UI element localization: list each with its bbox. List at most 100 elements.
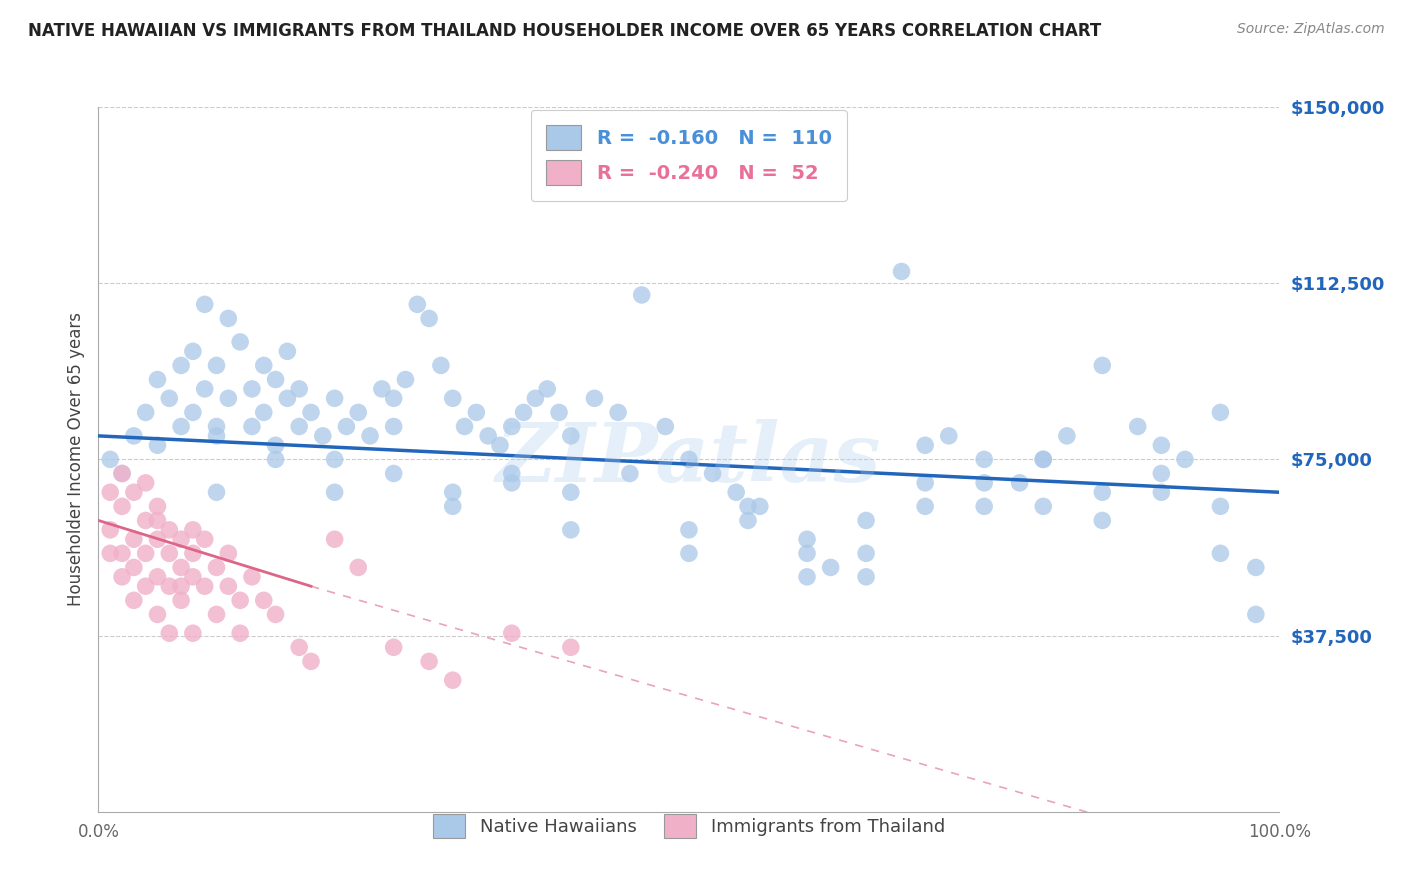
Point [135, 513, 157, 527]
Point [382, 419, 405, 434]
Point [796, 533, 818, 547]
Point [205, 607, 228, 622]
Point [170, 579, 193, 593]
Point [135, 546, 157, 560]
Point [122, 560, 145, 574]
Point [122, 429, 145, 443]
Point [135, 475, 157, 490]
Point [135, 405, 157, 419]
Point [146, 513, 169, 527]
Point [229, 626, 252, 640]
Point [205, 429, 228, 443]
Point [914, 475, 936, 490]
Point [548, 405, 571, 419]
Point [170, 359, 193, 373]
Point [973, 452, 995, 467]
Point [170, 593, 193, 607]
Point [678, 523, 700, 537]
Point [512, 405, 534, 419]
Point [181, 344, 204, 359]
Point [394, 372, 416, 386]
Point [359, 429, 381, 443]
Point [914, 500, 936, 514]
Point [347, 405, 370, 419]
Point [914, 438, 936, 452]
Point [217, 392, 239, 406]
Point [382, 467, 405, 481]
Point [323, 485, 346, 500]
Point [323, 392, 346, 406]
Point [299, 405, 322, 419]
Point [240, 570, 263, 584]
Point [146, 607, 169, 622]
Point [111, 467, 134, 481]
Point [1209, 546, 1232, 560]
Point [560, 485, 582, 500]
Point [98, 523, 121, 537]
Point [111, 467, 134, 481]
Point [276, 392, 298, 406]
Point [111, 546, 134, 560]
Point [98, 546, 121, 560]
Point [181, 405, 204, 419]
Point [855, 513, 877, 527]
Point [170, 533, 193, 547]
Point [240, 382, 263, 396]
Point [122, 593, 145, 607]
Point [98, 485, 121, 500]
Point [536, 382, 558, 396]
Point [524, 392, 547, 406]
Point [1032, 452, 1054, 467]
Point [1032, 452, 1054, 467]
Point [194, 533, 217, 547]
Point [702, 467, 724, 481]
Y-axis label: Householder Income Over 65 years: Householder Income Over 65 years [66, 312, 84, 607]
Point [170, 419, 193, 434]
Point [157, 626, 180, 640]
Point [725, 485, 748, 500]
Point [583, 392, 606, 406]
Point [194, 297, 217, 311]
Point [501, 467, 523, 481]
Point [678, 452, 700, 467]
Point [477, 429, 499, 443]
Point [1032, 500, 1054, 514]
Point [441, 392, 464, 406]
Point [1126, 419, 1149, 434]
Point [288, 382, 311, 396]
Point [240, 419, 263, 434]
Point [181, 546, 204, 560]
Point [98, 452, 121, 467]
Point [264, 607, 287, 622]
Point [441, 673, 464, 688]
Legend: Native Hawaiians, Immigrants from Thailand: Native Hawaiians, Immigrants from Thaila… [419, 800, 959, 852]
Point [205, 560, 228, 574]
Point [453, 419, 475, 434]
Point [146, 500, 169, 514]
Point [288, 419, 311, 434]
Point [1008, 475, 1031, 490]
Point [1091, 359, 1114, 373]
Point [855, 546, 877, 560]
Point [323, 452, 346, 467]
Point [1150, 485, 1173, 500]
Point [820, 560, 842, 574]
Point [288, 640, 311, 655]
Point [855, 570, 877, 584]
Point [1150, 467, 1173, 481]
Point [111, 570, 134, 584]
Point [441, 485, 464, 500]
Point [654, 419, 676, 434]
Text: NATIVE HAWAIIAN VS IMMIGRANTS FROM THAILAND HOUSEHOLDER INCOME OVER 65 YEARS COR: NATIVE HAWAIIAN VS IMMIGRANTS FROM THAIL… [28, 22, 1101, 40]
Point [560, 640, 582, 655]
Point [1091, 485, 1114, 500]
Point [323, 533, 346, 547]
Point [441, 500, 464, 514]
Point [796, 546, 818, 560]
Point [1150, 438, 1173, 452]
Text: ZIPatlas: ZIPatlas [496, 419, 882, 500]
Point [418, 654, 440, 668]
Point [737, 513, 759, 527]
Point [253, 593, 276, 607]
Point [973, 500, 995, 514]
